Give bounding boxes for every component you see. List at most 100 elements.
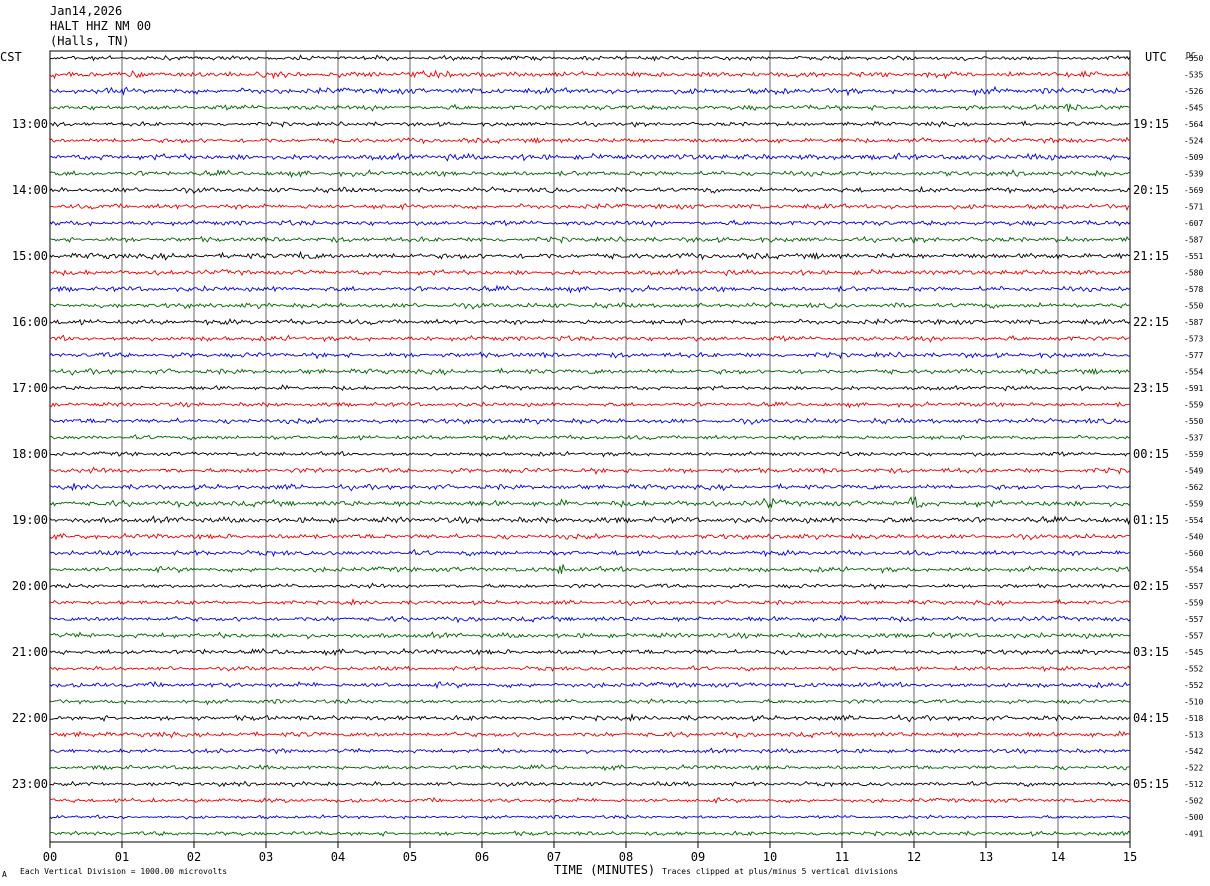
seismic-trace-43	[49, 763, 1131, 772]
dc-offset-33: -559	[1184, 599, 1203, 608]
cst-label-1600: 16:00	[12, 315, 48, 329]
scale-note: Each Vertical Division = 1000.00 microvo…	[20, 867, 228, 876]
dc-offset-27: -559	[1184, 500, 1203, 509]
seismic-trace-7	[49, 169, 1131, 179]
dc-offset-42: -542	[1184, 747, 1203, 756]
dc-offset-31: -554	[1184, 566, 1203, 575]
seismic-trace-44	[50, 780, 1131, 788]
utc-label-2115: 21:15	[1133, 249, 1169, 263]
seismic-trace-35	[49, 631, 1131, 640]
seismic-trace-15	[49, 301, 1131, 310]
utc-label-0015: 00:15	[1133, 447, 1169, 461]
seismic-trace-34	[49, 614, 1131, 624]
seismic-trace-36	[49, 647, 1131, 657]
seismic-trace-22	[49, 417, 1131, 426]
seismic-trace-40	[49, 712, 1131, 723]
dc-offset-9: -571	[1184, 203, 1203, 212]
station-location: (Halls, TN)	[50, 34, 130, 48]
x-tick-label-01: 01	[115, 850, 129, 864]
seismic-trace-37	[49, 665, 1131, 673]
plot-frame	[49, 50, 1131, 843]
x-tick-label-02: 02	[187, 850, 201, 864]
dc-offset-1: -535	[1184, 71, 1203, 80]
chart-date: Jan14,2026	[50, 4, 123, 18]
utc-label-0315: 03:15	[1133, 645, 1169, 659]
dc-offset-12: -551	[1184, 252, 1203, 261]
seismic-trace-0	[49, 54, 1131, 62]
utc-label-2315: 23:15	[1133, 381, 1169, 395]
x-tick-label-06: 06	[475, 850, 489, 864]
dc-offset-44: -512	[1184, 780, 1203, 789]
seismic-trace-5	[49, 136, 1131, 145]
seismic-trace-20	[49, 384, 1131, 392]
dc-offset-45: -502	[1184, 797, 1203, 806]
station-id: HALT HHZ NM 00	[50, 19, 152, 33]
cst-label-2100: 21:00	[12, 645, 48, 659]
seismic-trace-13	[49, 268, 1131, 277]
cst-label-1400: 14:00	[12, 183, 48, 197]
clip-note: Traces clipped at plus/minus 5 vertical …	[662, 867, 899, 876]
dc-offset-47: -491	[1184, 830, 1203, 839]
seismic-trace-47	[49, 829, 1131, 837]
seismic-trace-4	[49, 120, 1131, 128]
cst-label-1800: 18:00	[12, 447, 48, 461]
dc-offset-5: -524	[1184, 137, 1203, 146]
dc-axis-label: DC	[1186, 51, 1196, 60]
x-tick-label-12: 12	[907, 850, 921, 864]
utc-label-1915: 19:15	[1133, 117, 1169, 131]
seismic-traces	[49, 54, 1131, 837]
dc-offset-35: -557	[1184, 632, 1203, 641]
utc-label-0115: 01:15	[1133, 513, 1169, 527]
cst-label-2200: 22:00	[12, 711, 48, 725]
seismic-trace-9	[49, 202, 1130, 212]
dc-offset-41: -513	[1184, 731, 1203, 740]
dc-offset-26: -562	[1184, 483, 1203, 492]
dc-offset-37: -552	[1184, 665, 1203, 674]
cst-label-1500: 15:00	[12, 249, 48, 263]
seismic-trace-17	[49, 334, 1131, 343]
dc-offset-28: -554	[1184, 516, 1203, 525]
dc-offset-0: -550	[1184, 54, 1203, 63]
dc-offset-40: -518	[1184, 714, 1203, 723]
cst-hour-labels: 13:00 14:00 15:00 16:00 17:00 18:00 19:00 20:00…	[12, 117, 48, 791]
dc-offset-38: -552	[1184, 681, 1203, 690]
seismic-trace-6	[49, 152, 1131, 162]
seismic-trace-31	[49, 564, 1131, 575]
seismic-trace-3	[49, 103, 1131, 112]
grid-lines	[121, 51, 1059, 842]
x-tick-label-10: 10	[763, 850, 777, 864]
dc-offset-46: -500	[1184, 813, 1203, 822]
dc-offset-18: -577	[1184, 351, 1203, 360]
dc-offset-14: -578	[1184, 285, 1203, 294]
dc-offset-17: -573	[1184, 335, 1203, 344]
seismic-trace-33	[49, 597, 1131, 607]
seismic-trace-10	[49, 219, 1131, 228]
utc-label-0415: 04:15	[1133, 711, 1169, 725]
seismic-trace-42	[49, 747, 1131, 755]
x-tick-label-04: 04	[331, 850, 345, 864]
seismic-trace-39	[49, 698, 1131, 706]
utc-label-0515: 05:15	[1133, 777, 1169, 791]
x-tick-label-07: 07	[547, 850, 561, 864]
cst-label-2000: 20:00	[12, 579, 48, 593]
cst-label-1700: 17:00	[12, 381, 48, 395]
x-tick-label-14: 14	[1051, 850, 1065, 864]
seismic-trace-14	[49, 284, 1131, 294]
dc-offset-22: -550	[1184, 417, 1203, 426]
cst-label-1900: 19:00	[12, 513, 48, 527]
seismic-trace-32	[49, 582, 1131, 590]
x-tick-label-13: 13	[979, 850, 993, 864]
dc-offset-3: -545	[1184, 104, 1203, 113]
seismic-trace-23	[50, 434, 1131, 441]
x-axis-ticks: 00 01 02 03 04 05 06 07 08 09 10 11 12 13 14 15	[43, 842, 1137, 864]
seismic-trace-2	[49, 85, 1131, 97]
dc-offset-20: -591	[1184, 384, 1203, 393]
dc-offset-23: -537	[1184, 434, 1203, 443]
seismic-trace-19	[49, 367, 1131, 376]
dc-offset-11: -587	[1184, 236, 1203, 245]
x-tick-label-09: 09	[691, 850, 705, 864]
seismic-trace-12	[49, 250, 1131, 261]
utc-axis-label: UTC	[1145, 50, 1167, 64]
dc-offset-43: -522	[1184, 764, 1203, 773]
seismic-trace-29	[49, 532, 1131, 541]
